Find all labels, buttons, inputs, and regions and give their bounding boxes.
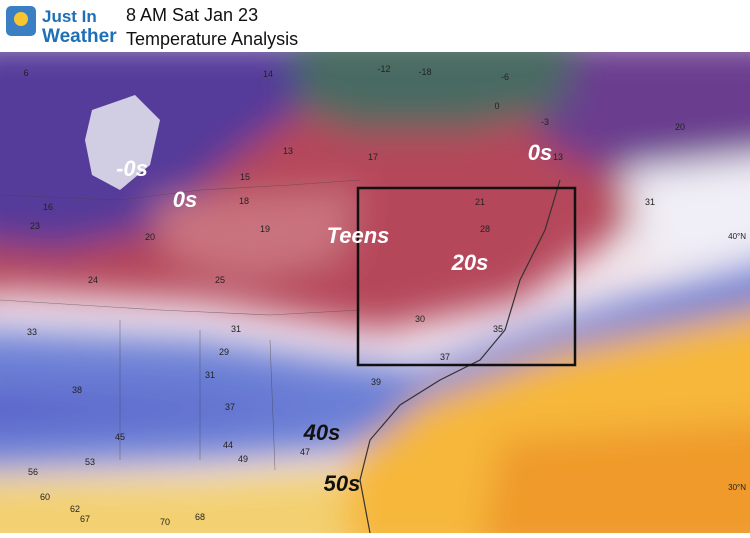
station-value: 14 xyxy=(263,69,273,79)
station-value: 29 xyxy=(219,347,229,357)
station-value: 37 xyxy=(440,352,450,362)
region-labels: -0s 0s 0s Teens 20s 40s 50s xyxy=(116,140,552,496)
station-value: 31 xyxy=(205,370,215,380)
station-value: 13 xyxy=(283,146,293,156)
station-value: 70 xyxy=(160,517,170,527)
title: 8 AM Sat Jan 23 xyxy=(126,5,258,25)
region-label: 50s xyxy=(324,471,361,496)
cold-pocket xyxy=(85,95,160,190)
subtitle: Temperature Analysis xyxy=(126,29,298,49)
state-lines xyxy=(0,179,361,471)
station-value: 17 xyxy=(368,152,378,162)
region-label: 20s xyxy=(451,250,489,275)
station-value: 21 xyxy=(475,197,485,207)
station-value: -18 xyxy=(418,67,431,77)
station-value: 25 xyxy=(215,275,225,285)
coastline xyxy=(359,179,561,533)
station-value: 62 xyxy=(70,504,80,514)
station-value: 20 xyxy=(675,122,685,132)
station-value: 20 xyxy=(145,232,155,242)
station-value: 33 xyxy=(27,327,37,337)
station-value: 56 xyxy=(28,467,38,477)
latitude-label: 30°N xyxy=(728,483,746,492)
station-value: 53 xyxy=(85,457,95,467)
station-value: 68 xyxy=(195,512,205,522)
station-value: 37 xyxy=(225,402,235,412)
station-value: 19 xyxy=(260,224,270,234)
station-value: 47 xyxy=(300,447,310,457)
station-value: -6 xyxy=(501,72,509,82)
logo-text: Just In xyxy=(42,7,97,26)
station-value: 67 xyxy=(80,514,90,524)
station-value: 35 xyxy=(493,324,503,334)
station-value: 23 xyxy=(30,221,40,231)
station-value: -3 xyxy=(541,117,549,127)
header-bar xyxy=(0,0,750,52)
station-value: 6 xyxy=(23,68,28,78)
station-value: 16 xyxy=(43,202,53,212)
station-values: 6 14 -12 -18 0 13 17 16 18 21 23 20 28 2… xyxy=(23,64,685,527)
station-value: 60 xyxy=(40,492,50,502)
region-label: 0s xyxy=(173,187,197,212)
station-value: 39 xyxy=(371,377,381,387)
logo-sun xyxy=(14,12,28,26)
station-value: 13 xyxy=(553,152,563,162)
station-value: -12 xyxy=(377,64,390,74)
region-label: 40s xyxy=(303,420,341,445)
station-value: 49 xyxy=(238,454,248,464)
region-label: -0s xyxy=(116,156,148,181)
station-value: 31 xyxy=(645,197,655,207)
station-value: 31 xyxy=(231,324,241,334)
focus-box xyxy=(356,186,577,367)
station-value: 28 xyxy=(480,224,490,234)
station-value: 45 xyxy=(115,432,125,442)
station-value: 0 xyxy=(494,101,499,111)
logo: Just In Weather xyxy=(6,6,117,47)
latitude-label: 40°N xyxy=(728,232,746,241)
station-value: 24 xyxy=(88,275,98,285)
station-value: 30 xyxy=(415,314,425,324)
region-label: Teens xyxy=(327,223,390,248)
station-value: 15 xyxy=(240,172,250,182)
station-value: 38 xyxy=(72,385,82,395)
logo-text: Weather xyxy=(42,26,117,47)
temperature-field xyxy=(0,52,750,533)
station-value: 18 xyxy=(239,196,249,206)
station-value: 44 xyxy=(223,440,233,450)
region-label: 0s xyxy=(528,140,552,165)
